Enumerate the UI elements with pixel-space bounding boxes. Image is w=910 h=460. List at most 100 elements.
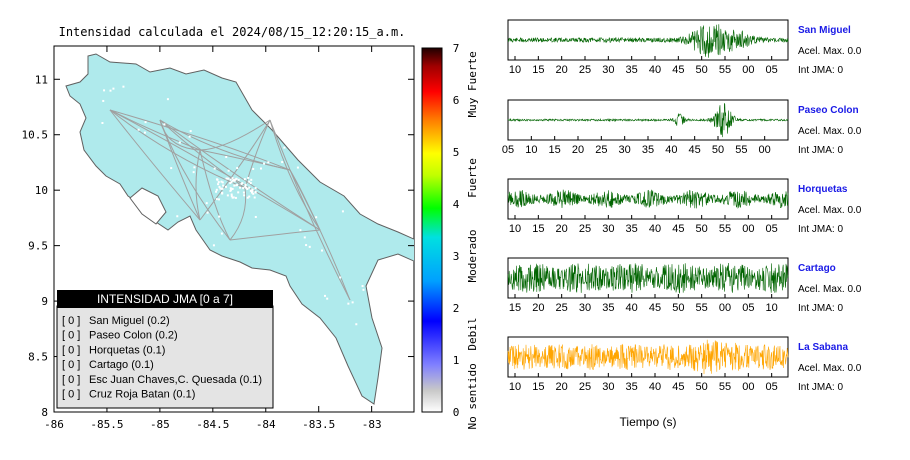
town-marker (170, 167, 173, 170)
legend-item-label: Cruz Roja Batan (0.1) (89, 389, 195, 401)
legend-item-value: [ 0 ] (62, 344, 80, 356)
waveform-tick-label: 25 (595, 144, 607, 156)
town-marker (341, 210, 344, 213)
town-marker (230, 188, 233, 191)
town-marker (315, 216, 318, 219)
waveform-tick-label: 40 (665, 144, 677, 156)
town-marker (220, 232, 223, 235)
town-marker (218, 198, 221, 201)
town-marker (252, 167, 255, 170)
waveform-tick-label: 15 (532, 381, 544, 393)
town-marker (229, 182, 232, 185)
town-marker (218, 215, 221, 218)
town-marker (227, 177, 230, 180)
town-marker (246, 188, 249, 191)
town-marker (267, 161, 270, 164)
legend-box (56, 305, 274, 409)
colorbar-tick-label: 1 (453, 354, 460, 367)
town-marker (189, 130, 192, 133)
town-marker (250, 191, 253, 194)
road (269, 119, 351, 301)
waveform-tick-label: 30 (579, 302, 591, 314)
road (199, 119, 271, 151)
legend-title: INTENSIDAD JMA [0 a 7] (97, 292, 233, 306)
town-marker (248, 195, 251, 198)
waveform-tick-label: 45 (672, 381, 684, 393)
town-marker (245, 186, 248, 189)
town-marker (351, 301, 354, 304)
waveform-tick-label: 25 (579, 64, 591, 76)
station-accel: Acel. Max. 0.0 (798, 126, 862, 137)
station-jma: Int JMA: 0 (798, 382, 843, 393)
colorbar-levels: No sentido Debil Moderado Fuerte Muy Fuerte (466, 51, 479, 429)
town-marker (233, 184, 236, 187)
map-area (65, 53, 414, 405)
town-marker (231, 179, 234, 182)
legend-item-label: Paseo Colon (0.2) (89, 330, 178, 342)
colorbar-level-label: Moderado (466, 230, 479, 283)
legend-item-label: Horquetas (0.1) (89, 344, 165, 356)
colorbar-tick-label: 6 (453, 94, 460, 107)
legend-item-value: [ 0 ] (62, 315, 80, 327)
town-marker (248, 186, 251, 189)
town-marker (244, 183, 247, 186)
station-jma: Int JMA: 0 (798, 224, 843, 235)
town-marker (260, 107, 263, 110)
town-marker (215, 188, 218, 191)
map-xtick-label: -84 (256, 418, 276, 431)
road (229, 229, 321, 241)
waveform-tick-label: 20 (556, 381, 568, 393)
town-marker (178, 141, 181, 144)
town-marker (163, 123, 166, 126)
town-marker (206, 211, 209, 214)
waveform-tick-label: 35 (626, 223, 638, 235)
waveform-tick-label: 40 (649, 381, 661, 393)
waveform-tick-label: 25 (556, 302, 568, 314)
waveform-panel: 15 20 25 30 35 40 45 50 55 00 05 10 Cartago Acel. Max… (507, 257, 862, 314)
town-marker (249, 189, 252, 192)
town-marker (229, 189, 232, 192)
town-marker (347, 302, 350, 305)
town-marker (254, 191, 257, 194)
colorbar-level-label: Debil (466, 317, 479, 350)
town-marker (246, 196, 249, 199)
waveform-tick-label: 10 (509, 223, 521, 235)
town-marker (247, 176, 250, 179)
road (199, 119, 271, 221)
town-marker (231, 262, 234, 265)
map-ytick-label: 9 (41, 295, 48, 308)
town-marker (235, 184, 238, 187)
station-name: Horquetas (798, 184, 848, 195)
towns (101, 85, 378, 326)
road-network (109, 109, 351, 301)
town-marker (231, 177, 234, 180)
waveform-panels: 10 15 20 25 30 35 40 45 50 55 00 05 San Miguel Acel. … (502, 19, 862, 393)
waveform-tick-label: 45 (672, 223, 684, 235)
waveform-tick-label: 00 (742, 381, 754, 393)
town-marker (102, 99, 105, 102)
legend-item-value: [ 0 ] (62, 374, 80, 386)
waveform-panel: 05 10 15 20 25 30 35 40 45 50 55 00 Paseo Colon Acel.… (502, 99, 862, 156)
waveform-tick-label: 10 (509, 64, 521, 76)
road (244, 119, 271, 189)
waveform-tick-label: 35 (602, 302, 614, 314)
waveform-tick-label: 55 (696, 302, 708, 314)
road (229, 187, 247, 241)
waveform-xlabel: Tiempo (s) (620, 415, 677, 429)
town-marker (225, 155, 228, 158)
colorbar-tick-label: 5 (453, 146, 460, 159)
legend-item-label: Cartago (0.1) (89, 359, 154, 371)
waveform-tick-label: 55 (719, 64, 731, 76)
colorbar-ticks: 0 1 2 3 4 5 6 7 (453, 42, 460, 419)
town-marker (308, 245, 311, 248)
town-marker (230, 181, 233, 184)
waveform-tick-label: 30 (602, 64, 614, 76)
town-marker (143, 131, 146, 134)
town-marker (144, 121, 147, 124)
waveform-tick-label: 50 (696, 64, 708, 76)
colorbar-tick-label: 0 (453, 406, 460, 419)
town-marker (361, 285, 364, 288)
road (269, 119, 321, 231)
town-marker (362, 288, 365, 291)
map-xtick-label: -84.5 (196, 418, 229, 431)
